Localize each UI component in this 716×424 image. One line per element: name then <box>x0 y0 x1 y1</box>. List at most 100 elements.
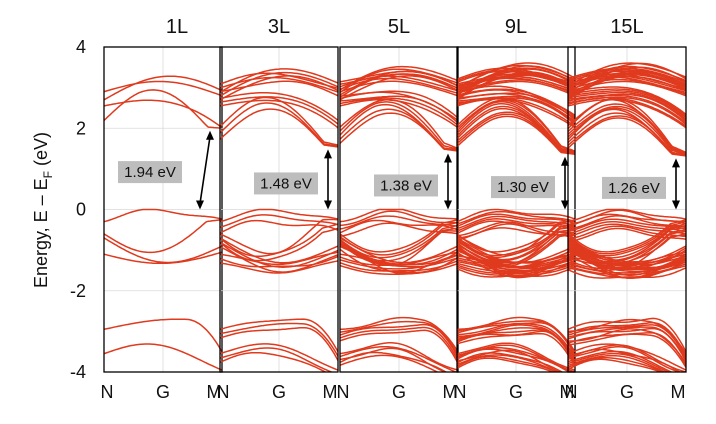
kpoint-label-M: M <box>323 382 338 402</box>
conduction-band-line <box>340 98 458 129</box>
valence-band-line <box>340 210 458 227</box>
band-gap-label: 1.94 eV <box>124 164 176 181</box>
band-lines <box>104 75 222 371</box>
band-gap-label: 1.30 eV <box>497 179 549 196</box>
conduction-band-line <box>340 73 458 99</box>
valence-band-line <box>457 218 575 253</box>
conduction-band-line <box>340 90 458 119</box>
valence-band-line <box>340 208 458 223</box>
valence-band-line <box>220 214 338 229</box>
arrow-head-down <box>672 200 680 210</box>
valence-band-line <box>104 237 222 264</box>
y-axis-label-subscript: F <box>41 171 55 178</box>
valence-band-line <box>340 262 458 275</box>
kpoint-label-N: N <box>337 382 350 402</box>
band-gap-label: 1.48 eV <box>260 175 312 192</box>
valence-band-line <box>340 329 458 364</box>
conduction-band-line <box>457 101 575 153</box>
valence-band-line <box>568 321 686 357</box>
valence-band-line <box>220 241 338 268</box>
band-lines <box>568 62 686 372</box>
y-axis-label: Energy, E – EF (eV) <box>31 132 55 288</box>
conduction-band-line <box>220 72 338 90</box>
arrow-head-down <box>196 200 204 210</box>
kpoint-label-M: M <box>671 382 686 402</box>
kpoint-label-M: M <box>560 382 575 402</box>
valence-band-line <box>568 267 686 279</box>
arrow-head-up <box>206 130 214 140</box>
y-tick-label: 2 <box>76 118 86 138</box>
valence-band-line <box>220 326 338 361</box>
conduction-band-line <box>340 77 458 95</box>
conduction-band-line <box>340 68 458 94</box>
valence-band-line <box>568 358 663 372</box>
valence-band-line <box>220 322 338 357</box>
conduction-band-line <box>220 71 338 97</box>
conduction-band-line <box>568 71 686 98</box>
band-gap-label-box <box>374 174 438 197</box>
conduction-band-line <box>568 107 686 155</box>
conduction-band-line <box>457 115 575 156</box>
kpoint-label-M: M <box>207 382 222 402</box>
band-lines <box>457 62 575 372</box>
valence-band-line <box>457 218 575 232</box>
panel-3L: 3L N G M 1.48 eV <box>217 16 339 402</box>
panel-9L: 9L N G M 1.30 eV <box>454 16 576 402</box>
arrow-head-up <box>672 158 680 168</box>
valence-band-line <box>220 223 338 257</box>
conduction-band-line <box>568 90 686 119</box>
valence-band-line <box>340 257 458 270</box>
conduction-band-line <box>568 62 686 89</box>
valence-band-line <box>340 248 458 274</box>
band-gap-label: 1.26 eV <box>608 180 660 197</box>
conduction-band-line <box>568 117 686 157</box>
valence-band-line <box>457 215 575 230</box>
conduction-band-line <box>568 65 686 91</box>
panel-title: 1L <box>166 16 188 38</box>
valence-band-line <box>340 354 439 372</box>
valence-band-line <box>457 342 575 371</box>
valence-band-line <box>340 351 448 372</box>
valence-band-line <box>340 347 448 372</box>
conduction-band-line <box>340 75 458 101</box>
valence-band-line <box>568 239 686 265</box>
band-gap-arrow <box>199 136 211 204</box>
arrow-head-up <box>324 149 332 159</box>
kpoint-label-N: N <box>565 382 578 402</box>
valence-band-line <box>568 352 670 372</box>
valence-band-line <box>457 260 575 273</box>
valence-band-line <box>568 243 686 271</box>
band-panels: 1L N G M 1.94 eV 3L N G M 1.48 eV 5L N G M 1.38 eV 9L N G… <box>101 16 687 402</box>
valence-band-line <box>220 347 334 372</box>
band-gap-label-box <box>254 172 318 195</box>
arrow-head-up <box>444 153 452 163</box>
valence-band-line <box>104 208 222 223</box>
conduction-band-line <box>340 65 458 91</box>
y-tick-label: -4 <box>70 362 86 382</box>
y-axis-label-unit: (eV) <box>31 132 51 166</box>
valence-band-line <box>340 245 458 274</box>
valence-band-line <box>457 242 575 268</box>
valence-band-line <box>457 320 575 354</box>
kpoint-label-N: N <box>217 382 230 402</box>
kpoint-label-G: G <box>392 382 406 402</box>
valence-band-line <box>568 218 686 253</box>
panel-15L: 15L N G M 1.26 eV <box>565 16 687 402</box>
conduction-band-line <box>104 99 222 129</box>
panel-5L: 5L N G M 1.38 eV <box>337 16 459 402</box>
conduction-band-line <box>568 86 686 115</box>
conduction-band-line <box>568 103 686 155</box>
y-tick-label: 0 <box>76 200 86 220</box>
valence-band-line <box>568 327 686 362</box>
valence-band-line <box>568 346 682 372</box>
kpoint-label-N: N <box>454 382 467 402</box>
kpoint-label-M: M <box>443 382 458 402</box>
valence-band-line <box>340 316 458 353</box>
conduction-band-line <box>220 80 338 97</box>
valence-band-line <box>568 252 686 279</box>
valence-band-line <box>457 248 575 277</box>
y-tick-label: -2 <box>70 281 86 301</box>
valence-band-line <box>340 323 458 358</box>
conduction-band-line <box>340 97 458 126</box>
conduction-band-line <box>220 96 338 146</box>
